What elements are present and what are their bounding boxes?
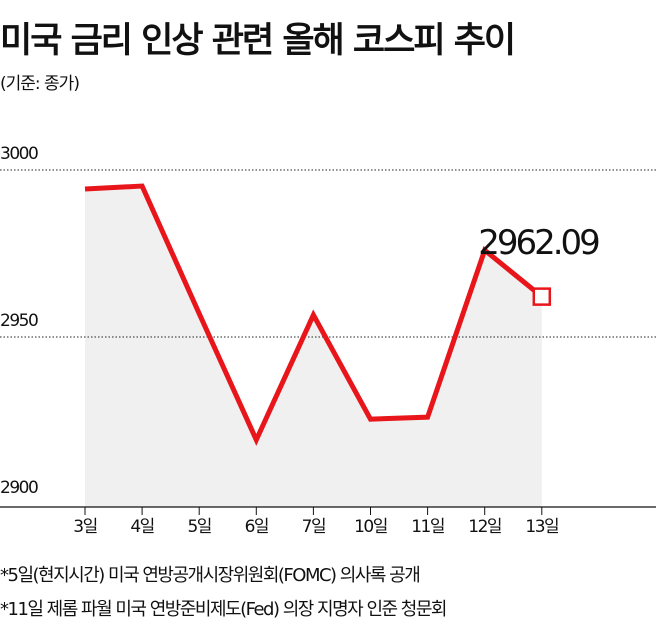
x-tick-label: 6일 xyxy=(245,517,268,537)
end-marker xyxy=(532,287,552,306)
x-tick-label: 5일 xyxy=(187,517,210,537)
x-tick-label: 7일 xyxy=(302,517,325,537)
line xyxy=(84,183,544,446)
x-tick-label: 11일 xyxy=(411,517,444,537)
y-tick-label: 2900 xyxy=(0,478,38,498)
chart-subtitle: (기준: 종가) xyxy=(0,74,79,94)
x-tick-label: 10일 xyxy=(354,517,387,537)
x-tick-label: 13일 xyxy=(525,517,558,537)
value-label: 2962.09 xyxy=(478,223,599,263)
footnote: *11일 제롬 파월 미국 연방준비제도(Fed) 의장 지명자 인준 청문회 xyxy=(0,599,446,620)
chart-title: 미국 금리 인상 관련 올해 코스피 추이 xyxy=(0,21,514,61)
x-tick-label: 4일 xyxy=(130,517,153,537)
area xyxy=(85,186,542,508)
x-tick-label: 12일 xyxy=(468,517,501,537)
y-tick-label: 3000 xyxy=(0,144,38,164)
y-tick-label: 2950 xyxy=(0,311,38,331)
footnote: *5일(현지시간) 미국 연방공개시장위원회(FOMC) 의사록 공개 xyxy=(0,565,419,586)
x-tick-label: 3일 xyxy=(73,517,96,537)
